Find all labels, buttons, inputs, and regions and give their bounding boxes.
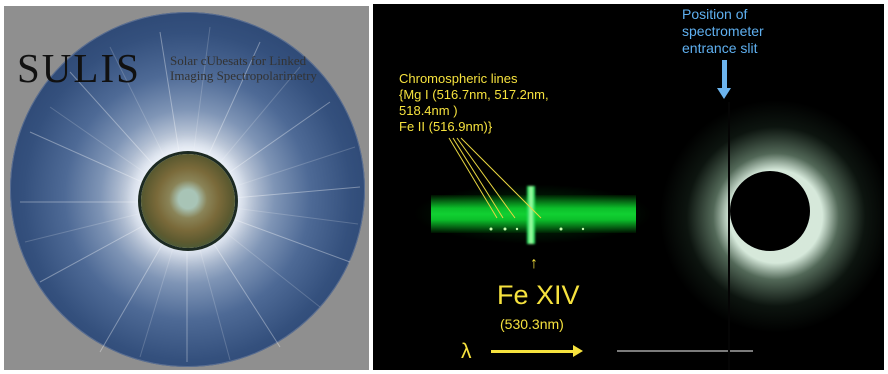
fe-xiv-emission-line [527,186,535,244]
sulis-subtitle: Solar cUbesats for Linked Imaging Spectr… [170,53,369,83]
chromo-line: 518.4nm ) [399,103,458,118]
absorption-dots [489,227,585,231]
coronagraph-disk [10,12,365,367]
slit-arrow-icon [722,60,727,88]
slit-label-line: Position of [682,6,748,22]
lambda-symbol: λ [461,340,472,363]
chromospheric-pointer-lines [448,137,542,219]
sulis-subtitle-line: Solar cUbesats for Linked [170,53,307,68]
chromospheric-lines-label: Chromospheric lines {Mg I (516.7nm, 517.… [399,71,549,135]
spectrum-eclipse-image: Chromospheric lines {Mg I (516.7nm, 517.… [373,4,884,370]
slit-position-label: Position of spectrometer entrance slit [682,6,764,57]
slit-label-line: entrance slit [682,40,758,56]
chromo-line: {Mg I (516.7nm, 517.2nm, [399,87,549,102]
entrance-slit-line [728,102,730,370]
scale-bar [617,350,753,352]
chromo-line: Fe II (516.9nm)} [399,119,493,134]
solar-disk [141,154,235,248]
fe-xiv-up-arrow: ↑ [530,255,538,272]
fe-xiv-label: Fe XIV [497,280,580,310]
wavelength-arrow [491,345,583,357]
eclipse-moon-disk [730,171,810,251]
chromo-line: Chromospheric lines [399,71,518,86]
sulis-title: SULIS [17,45,141,91]
sulis-subtitle-line: Imaging Spectropolarimetry [170,68,317,83]
slit-arrow-head-icon [717,88,731,99]
slit-label-line: spectrometer [682,23,764,39]
sulis-corona-image: SULIS Solar cUbesats for Linked Imaging … [4,6,369,370]
fe-xiv-wavelength: (530.3nm) [500,316,564,332]
